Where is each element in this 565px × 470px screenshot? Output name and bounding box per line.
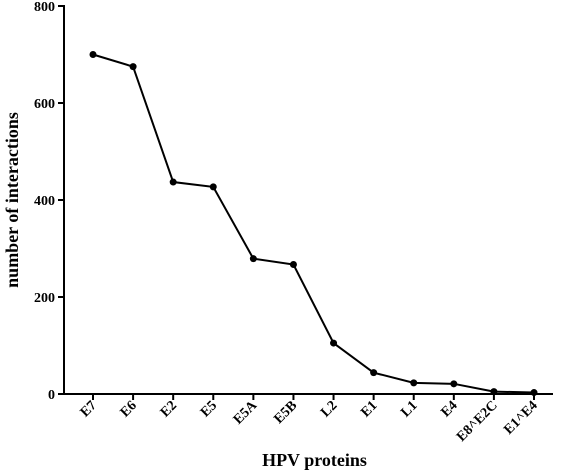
data-point [169,178,177,186]
x-tick-label: E5A [231,398,261,428]
axes [63,5,553,395]
x-axis-title: HPV proteins [262,450,367,470]
data-point [129,63,137,71]
x-tick-label: E2 [158,398,180,420]
x-tick-label: E1^E4 [501,398,540,437]
series [89,51,538,397]
y-ticks: 0 200 400 600 800 [34,0,64,403]
data-point [530,389,538,397]
y-tick-label: 800 [34,0,55,15]
x-tick-label: E5 [198,398,220,420]
data-point [289,261,297,269]
data-point [370,369,378,377]
data-point [249,255,257,263]
x-tick-label: E5B [272,398,301,427]
x-tick-label: E6 [118,398,140,420]
x-tick-label: E1 [358,398,380,420]
y-axis-title: number of interactions [2,112,22,288]
x-tick-label: L2 [318,398,340,420]
series-line [92,53,535,394]
data-point [410,379,418,387]
y-tick-label: 600 [34,97,55,112]
x-tick-label: L1 [398,398,420,420]
data-point [330,339,338,347]
data-point [89,51,97,58]
data-point [450,380,458,388]
x-tick-label: E8^E2C [454,398,501,445]
y-tick-label: 400 [34,194,55,209]
x-tick-label: E4 [438,398,460,420]
y-tick-label: 200 [34,291,55,306]
data-point [209,183,217,191]
y-tick-label: 0 [48,388,55,403]
data-point [490,388,498,396]
x-tick-label: E7 [78,398,100,420]
